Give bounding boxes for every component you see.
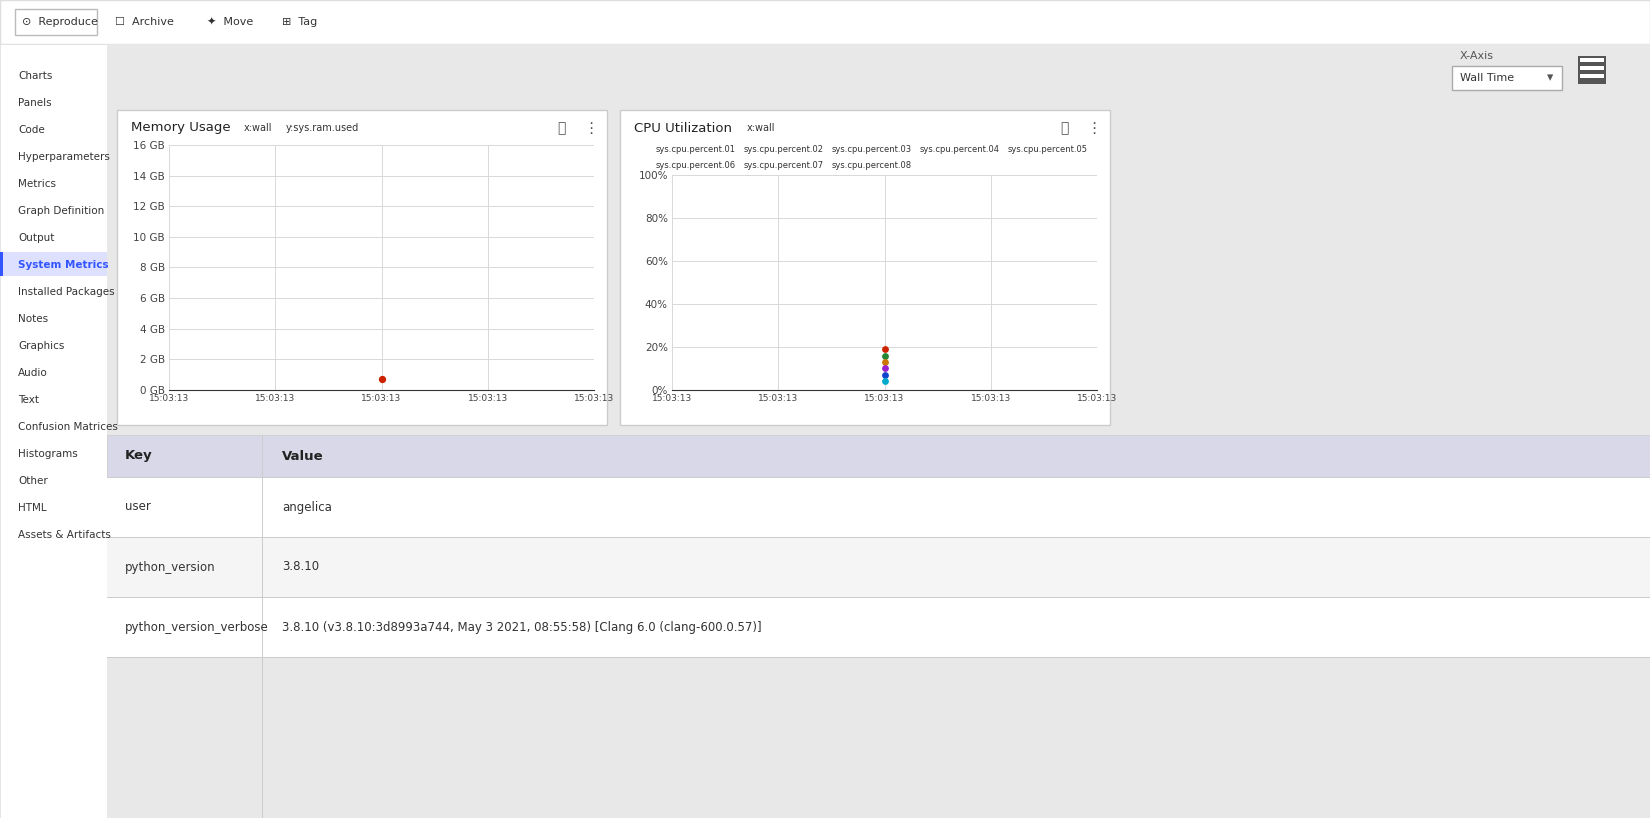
Text: sys.cpu.percent.06: sys.cpu.percent.06 [657, 160, 736, 169]
Bar [810, 148, 828, 151]
Text: ⋮: ⋮ [1086, 120, 1101, 136]
Bar [107, 537, 1650, 597]
Text: sys.cpu.percent.08: sys.cpu.percent.08 [832, 160, 912, 169]
Bar [107, 597, 1650, 657]
Text: Charts: Charts [18, 71, 53, 81]
Text: Output: Output [18, 233, 54, 243]
Text: Panels: Panels [18, 98, 51, 108]
Bar [238, 119, 279, 137]
Text: user: user [125, 501, 150, 514]
Bar [810, 163, 828, 166]
Text: ⛶: ⛶ [1059, 121, 1069, 135]
Bar [107, 104, 1650, 818]
Point [871, 356, 898, 369]
Bar [0, 44, 107, 818]
Text: python_version: python_version [125, 560, 216, 573]
Text: System Metrics: System Metrics [18, 260, 109, 270]
Bar [107, 477, 1650, 537]
Bar [107, 44, 1650, 104]
Text: Graph Definition: Graph Definition [18, 206, 104, 216]
Bar [0, 252, 3, 276]
Bar [1581, 58, 1604, 62]
Bar [1452, 66, 1563, 90]
Text: python_version_verbose: python_version_verbose [125, 621, 269, 633]
Text: Histograms: Histograms [18, 449, 78, 459]
Text: angelica: angelica [282, 501, 332, 514]
Bar [107, 435, 1650, 477]
Text: ▾: ▾ [1548, 71, 1553, 84]
Text: Wall Time: Wall Time [1460, 73, 1515, 83]
Point [871, 368, 898, 381]
Text: Notes: Notes [18, 314, 48, 324]
Point [871, 349, 898, 362]
Text: ⊙  Reproduce: ⊙ Reproduce [21, 17, 97, 27]
Text: ✦  Move: ✦ Move [206, 17, 252, 27]
Text: x:wall: x:wall [244, 123, 272, 133]
Text: Key: Key [125, 450, 152, 462]
Bar [0, 252, 107, 276]
Text: Code: Code [18, 125, 45, 135]
Text: y:sys.ram.used: y:sys.ram.used [285, 123, 358, 133]
Text: Installed Packages: Installed Packages [18, 287, 114, 297]
Bar [898, 148, 916, 151]
Bar [785, 119, 891, 137]
Bar [107, 477, 1650, 478]
Bar [1581, 74, 1604, 78]
Text: Confusion Matrices: Confusion Matrices [18, 422, 117, 432]
Text: 3.8.10 (v3.8.10:3d8993a744, May 3 2021, 08:55:58) [Clang 6.0 (clang-600.0.57)]: 3.8.10 (v3.8.10:3d8993a744, May 3 2021, … [282, 621, 762, 633]
Bar [723, 163, 739, 166]
Text: sys.cpu.percent.01: sys.cpu.percent.01 [657, 146, 736, 155]
Bar [0, 0, 1650, 44]
Text: ⋮: ⋮ [582, 120, 599, 136]
Text: Hyperparameters: Hyperparameters [18, 152, 111, 162]
Bar [15, 9, 97, 35]
Text: sys.cpu.percent.07: sys.cpu.percent.07 [744, 160, 823, 169]
Text: ☐  Archive: ☐ Archive [116, 17, 173, 27]
Text: CPU Utilization: CPU Utilization [634, 122, 733, 134]
Text: sys.cpu.percent.02: sys.cpu.percent.02 [744, 146, 823, 155]
Point [871, 343, 898, 356]
Text: 3.8.10: 3.8.10 [282, 560, 318, 573]
Text: Memory Usage: Memory Usage [130, 122, 231, 134]
Text: y:sys.cpu.percent.01: y:sys.cpu.percent.01 [789, 123, 889, 133]
Text: x:wall: x:wall [747, 123, 776, 133]
Bar [107, 597, 1650, 598]
Bar [723, 148, 739, 151]
Point [871, 362, 898, 375]
Bar [987, 148, 1003, 151]
Point [871, 375, 898, 388]
Text: sys.cpu.percent.03: sys.cpu.percent.03 [832, 146, 912, 155]
Text: sys.cpu.percent.04: sys.cpu.percent.04 [921, 146, 1000, 155]
Text: Assets & Artifacts: Assets & Artifacts [18, 530, 111, 540]
Bar [620, 110, 1110, 425]
Bar [634, 148, 652, 151]
Bar [634, 163, 652, 166]
Text: Graphics: Graphics [18, 341, 64, 351]
Text: ⛶: ⛶ [558, 121, 566, 135]
Text: HTML: HTML [18, 503, 46, 513]
Point [368, 372, 394, 385]
Bar [1577, 56, 1605, 84]
Text: ⊞  Tag: ⊞ Tag [282, 17, 317, 27]
Bar [107, 537, 1650, 538]
Bar [1581, 66, 1604, 70]
Bar [739, 119, 782, 137]
Text: Other: Other [18, 476, 48, 486]
Bar [117, 110, 607, 425]
Text: Audio: Audio [18, 368, 48, 378]
Bar [107, 657, 1650, 658]
Text: sys.cpu.percent.05: sys.cpu.percent.05 [1008, 146, 1087, 155]
Text: X-Axis: X-Axis [1460, 51, 1493, 61]
Text: Text: Text [18, 395, 40, 405]
Text: Metrics: Metrics [18, 179, 56, 189]
Text: Value: Value [282, 450, 323, 462]
Bar [284, 119, 361, 137]
